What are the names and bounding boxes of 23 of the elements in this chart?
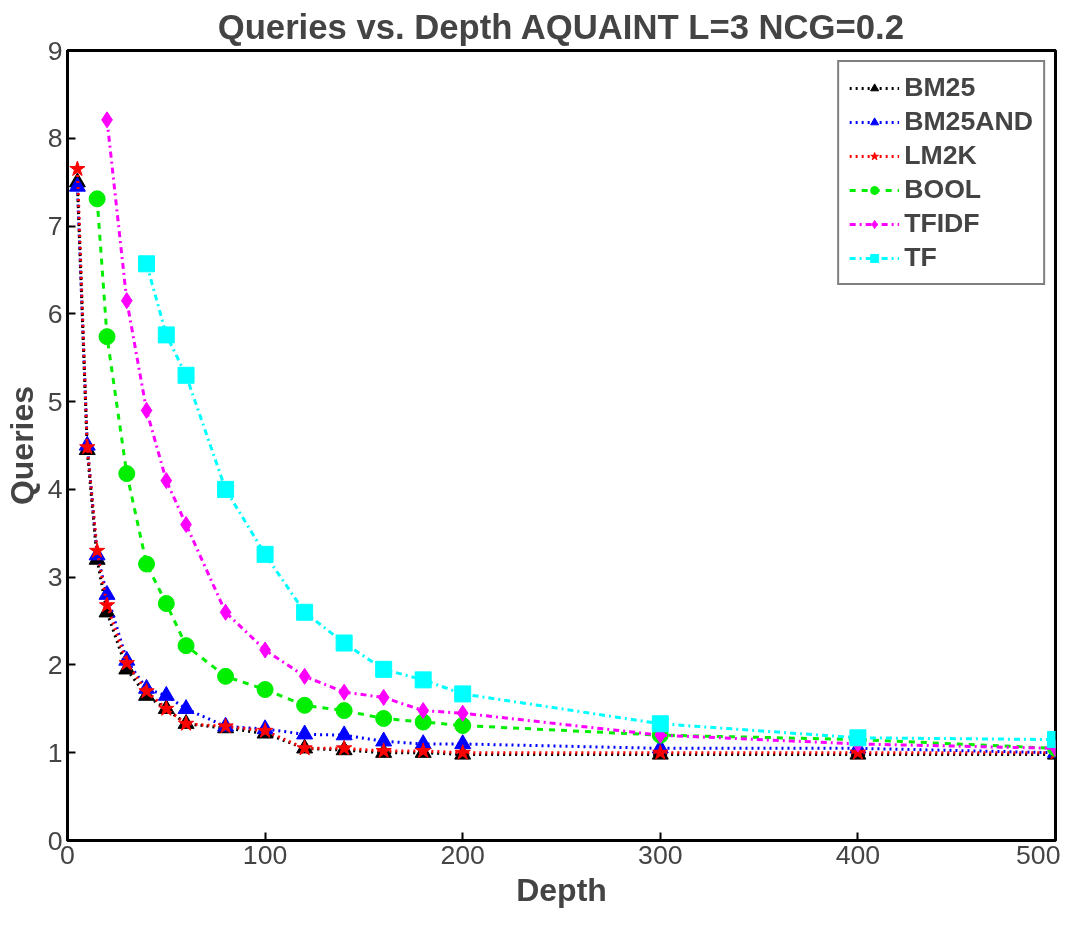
y-tick-label: 9 — [47, 35, 63, 66]
y-tick-label: 2 — [47, 649, 63, 680]
x-tick-label: 500 — [1016, 839, 1061, 870]
y-tick-label: 1 — [47, 737, 63, 768]
legend-label: LM2K — [904, 140, 977, 171]
legend-label: TFIDF — [904, 208, 980, 239]
chart-title: Queries vs. Depth AQUAINT L=3 NCG=0.2 — [217, 7, 904, 46]
x-tick-label: 200 — [440, 839, 485, 870]
x-tick-label: 100 — [242, 839, 288, 870]
y-tick-label: 8 — [47, 123, 63, 154]
legend-label: BOOL — [904, 174, 982, 205]
x-tick-label: 400 — [835, 839, 881, 870]
y-tick-label: 4 — [47, 474, 63, 505]
y-tick-label: 5 — [47, 386, 63, 417]
x-axis-title: Depth — [516, 871, 607, 908]
x-tick-label: 300 — [638, 839, 683, 870]
legend-label: BM25AND — [904, 106, 1033, 137]
y-tick-label: 7 — [47, 211, 63, 242]
legend-label: BM25 — [904, 72, 976, 103]
y-axis-title: Queries — [3, 385, 40, 506]
y-tick-label: 3 — [47, 562, 63, 593]
legend-label: TF — [904, 242, 937, 273]
y-tick-label: 6 — [47, 298, 63, 329]
